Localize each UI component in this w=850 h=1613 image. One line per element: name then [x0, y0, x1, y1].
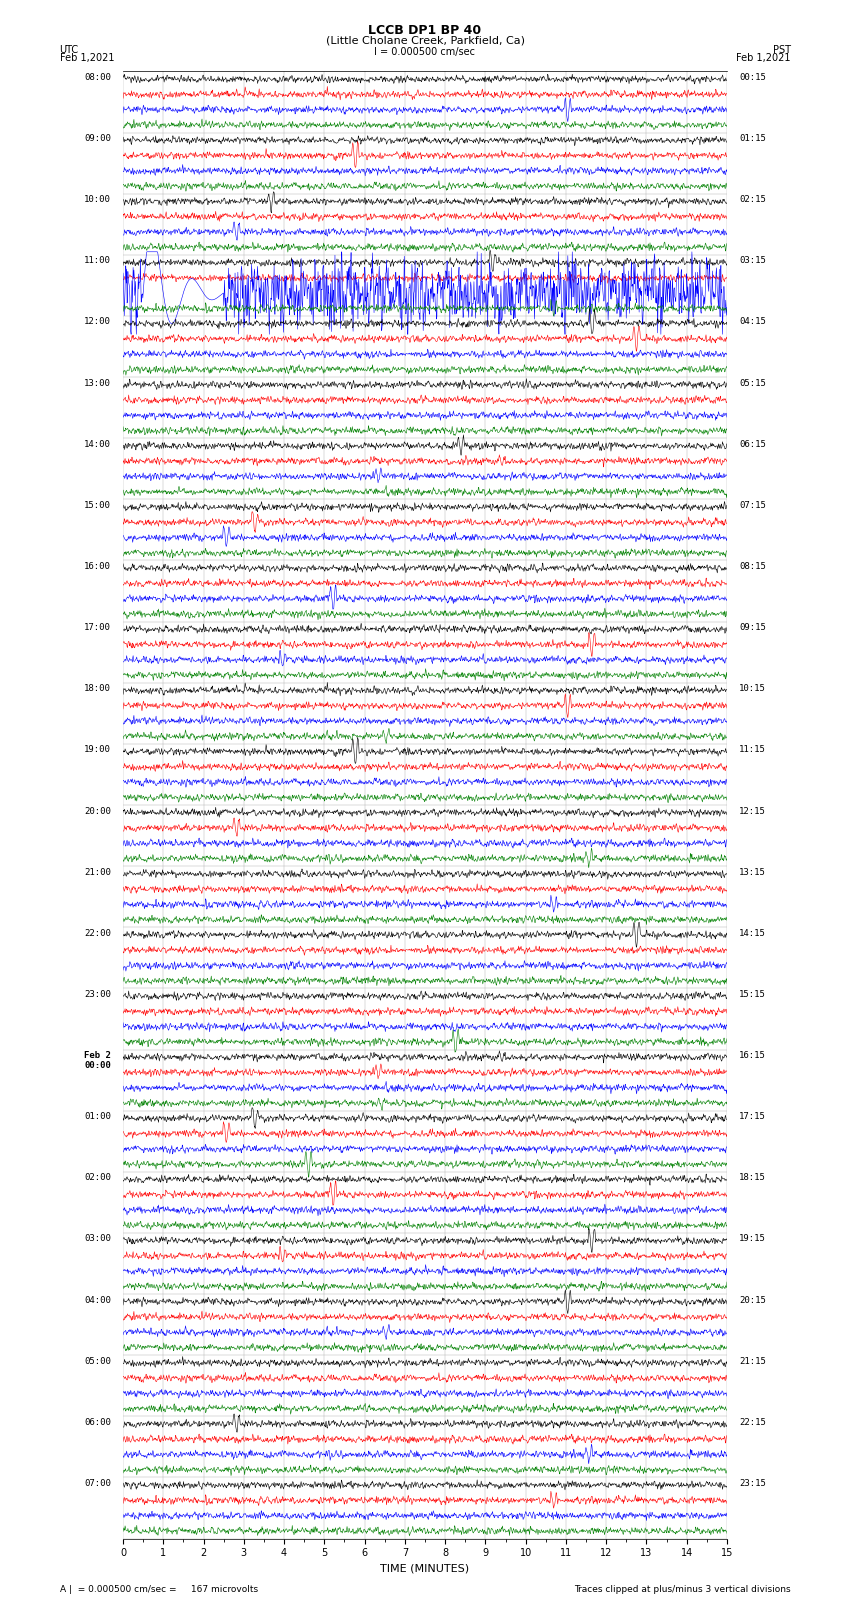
- Text: 19:15: 19:15: [739, 1234, 766, 1244]
- Text: Feb 1,2021: Feb 1,2021: [736, 53, 791, 63]
- Text: 07:15: 07:15: [739, 502, 766, 510]
- Text: 03:15: 03:15: [739, 256, 766, 266]
- Text: 01:00: 01:00: [84, 1111, 111, 1121]
- Text: PST: PST: [773, 45, 790, 55]
- Text: 05:15: 05:15: [739, 379, 766, 387]
- Text: 12:00: 12:00: [84, 318, 111, 326]
- Text: 12:15: 12:15: [739, 806, 766, 816]
- Text: 19:00: 19:00: [84, 745, 111, 755]
- X-axis label: TIME (MINUTES): TIME (MINUTES): [381, 1565, 469, 1574]
- Text: 22:15: 22:15: [739, 1418, 766, 1428]
- Text: 15:00: 15:00: [84, 502, 111, 510]
- Text: 10:00: 10:00: [84, 195, 111, 205]
- Text: 08:15: 08:15: [739, 561, 766, 571]
- Text: I = 0.000500 cm/sec: I = 0.000500 cm/sec: [375, 47, 475, 56]
- Text: 20:00: 20:00: [84, 806, 111, 816]
- Text: LCCB DP1 BP 40: LCCB DP1 BP 40: [368, 24, 482, 37]
- Text: 20:15: 20:15: [739, 1295, 766, 1305]
- Text: 05:00: 05:00: [84, 1357, 111, 1366]
- Text: Traces clipped at plus/minus 3 vertical divisions: Traces clipped at plus/minus 3 vertical …: [574, 1584, 790, 1594]
- Text: 13:15: 13:15: [739, 868, 766, 876]
- Text: 23:00: 23:00: [84, 990, 111, 998]
- Text: 11:00: 11:00: [84, 256, 111, 266]
- Text: 17:00: 17:00: [84, 623, 111, 632]
- Text: 13:00: 13:00: [84, 379, 111, 387]
- Text: Feb 1,2021: Feb 1,2021: [60, 53, 114, 63]
- Text: 09:00: 09:00: [84, 134, 111, 144]
- Text: 14:15: 14:15: [739, 929, 766, 937]
- Text: 04:00: 04:00: [84, 1295, 111, 1305]
- Text: 18:15: 18:15: [739, 1173, 766, 1182]
- Text: 03:00: 03:00: [84, 1234, 111, 1244]
- Text: 06:15: 06:15: [739, 440, 766, 448]
- Text: 08:00: 08:00: [84, 73, 111, 82]
- Text: 10:15: 10:15: [739, 684, 766, 694]
- Text: 23:15: 23:15: [739, 1479, 766, 1487]
- Text: 21:00: 21:00: [84, 868, 111, 876]
- Text: 18:00: 18:00: [84, 684, 111, 694]
- Text: 21:15: 21:15: [739, 1357, 766, 1366]
- Text: 02:00: 02:00: [84, 1173, 111, 1182]
- Text: 04:15: 04:15: [739, 318, 766, 326]
- Text: 02:15: 02:15: [739, 195, 766, 205]
- Text: Feb 2
00:00: Feb 2 00:00: [84, 1052, 111, 1071]
- Text: UTC: UTC: [60, 45, 78, 55]
- Text: 11:15: 11:15: [739, 745, 766, 755]
- Text: 09:15: 09:15: [739, 623, 766, 632]
- Text: 16:15: 16:15: [739, 1052, 766, 1060]
- Text: 00:15: 00:15: [739, 73, 766, 82]
- Text: 07:00: 07:00: [84, 1479, 111, 1487]
- Text: 14:00: 14:00: [84, 440, 111, 448]
- Text: 22:00: 22:00: [84, 929, 111, 937]
- Text: 01:15: 01:15: [739, 134, 766, 144]
- Text: A |  = 0.000500 cm/sec =     167 microvolts: A | = 0.000500 cm/sec = 167 microvolts: [60, 1584, 258, 1594]
- Text: (Little Cholane Creek, Parkfield, Ca): (Little Cholane Creek, Parkfield, Ca): [326, 35, 524, 45]
- Text: 15:15: 15:15: [739, 990, 766, 998]
- Text: 17:15: 17:15: [739, 1111, 766, 1121]
- Text: 06:00: 06:00: [84, 1418, 111, 1428]
- Text: 16:00: 16:00: [84, 561, 111, 571]
